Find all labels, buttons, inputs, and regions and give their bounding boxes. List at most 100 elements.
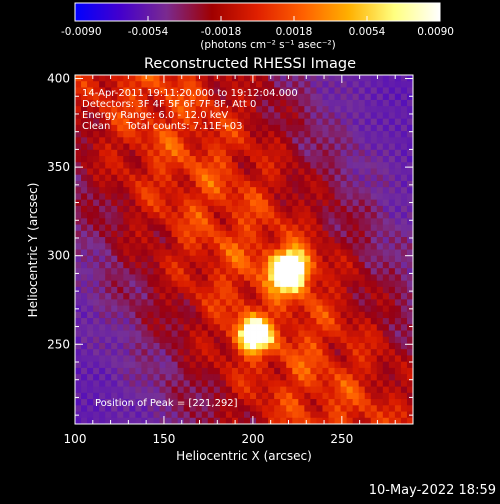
heatmap-cell — [135, 268, 142, 275]
heatmap-cell — [244, 81, 251, 88]
heatmap-cell — [310, 187, 317, 194]
heatmap-cell — [165, 149, 172, 157]
heatmap-cell — [141, 174, 148, 182]
heatmap-cell — [237, 131, 245, 138]
heatmap-cell — [358, 112, 366, 120]
heatmap-cell — [280, 399, 287, 406]
heatmap-cell — [183, 230, 191, 238]
heatmap-cell — [99, 318, 106, 325]
heatmap-cell — [117, 405, 124, 412]
heatmap-cell — [256, 318, 263, 325]
heatmap-cell — [99, 243, 106, 250]
heatmap-cell — [304, 336, 311, 344]
heatmap-cell — [207, 293, 215, 300]
heatmap-cell — [99, 180, 106, 188]
heatmap-cell — [105, 318, 112, 325]
heatmap-cell — [262, 193, 269, 201]
heatmap-cell — [123, 318, 130, 325]
heatmap-cell — [382, 405, 390, 412]
heatmap-cell — [177, 93, 185, 101]
heatmap-cell — [237, 399, 245, 406]
heatmap-cell — [322, 243, 329, 250]
heatmap-cell — [123, 118, 130, 126]
heatmap-cell — [123, 199, 130, 207]
heatmap-cell — [177, 361, 185, 369]
heatmap-cell — [274, 243, 281, 250]
heatmap-cell — [123, 124, 130, 132]
heatmap-cell — [250, 205, 257, 213]
heatmap-cell — [123, 224, 130, 232]
heatmap-cell — [177, 118, 185, 126]
heatmap-cell — [141, 411, 148, 419]
heatmap-cell — [316, 199, 323, 207]
heatmap-cell — [207, 237, 215, 244]
heatmap-cell — [244, 349, 251, 356]
heatmap-cell — [81, 174, 88, 182]
heatmap-cell — [147, 374, 154, 381]
heatmap-cell — [225, 261, 233, 269]
heatmap-cell — [298, 417, 305, 424]
heatmap-cell — [153, 305, 160, 313]
heatmap-cell — [256, 374, 263, 381]
heatmap-cell — [117, 380, 124, 388]
heatmap-cell — [316, 274, 323, 282]
heatmap-cell — [286, 124, 293, 132]
heatmap-cell — [322, 137, 329, 144]
heatmap-cell — [286, 405, 293, 412]
heatmap-cell — [111, 386, 118, 394]
heatmap-cell — [334, 255, 341, 263]
heatmap-cell — [316, 93, 323, 101]
heatmap-cell — [352, 386, 360, 394]
heatmap-cell — [322, 255, 329, 263]
heatmap-cell — [213, 392, 221, 400]
heatmap-cell — [394, 342, 402, 350]
heatmap-cell — [147, 174, 154, 182]
heatmap-cell — [201, 268, 209, 275]
heatmap-cell — [189, 243, 197, 250]
heatmap-cell — [316, 361, 323, 369]
heatmap-cell — [268, 330, 275, 338]
heatmap-cell — [105, 299, 112, 306]
heatmap-cell — [201, 193, 209, 201]
heatmap-cell — [81, 293, 88, 300]
heatmap-cell — [177, 261, 185, 269]
heatmap-cell — [105, 212, 112, 219]
heatmap-cell — [268, 156, 275, 163]
heatmap-cell — [274, 355, 281, 363]
heatmap-cell — [334, 399, 341, 406]
heatmap-cell — [129, 187, 136, 194]
heatmap-cell — [364, 162, 372, 169]
heatmap-cell — [370, 174, 378, 182]
heatmap-cell — [117, 218, 124, 225]
heatmap-cell — [406, 149, 413, 157]
heatmap-cell — [394, 374, 402, 381]
heatmap-cell — [322, 205, 329, 213]
heatmap-cell — [207, 131, 215, 138]
heatmap-cell — [334, 81, 341, 88]
heatmap-cell — [394, 174, 402, 182]
heatmap-cell — [123, 392, 130, 400]
heatmap-cell — [274, 212, 281, 219]
heatmap-cell — [153, 137, 160, 144]
heatmap-cell — [262, 293, 269, 300]
heatmap-cell — [165, 417, 172, 424]
heatmap-cell — [328, 324, 335, 331]
heatmap-cell — [81, 399, 88, 406]
heatmap-cell — [280, 305, 287, 313]
heatmap-cell — [376, 330, 384, 338]
heatmap-cell — [135, 417, 142, 424]
heatmap-cell — [376, 286, 384, 294]
heatmap-cell — [346, 361, 354, 369]
heatmap-cell — [364, 280, 372, 288]
heatmap-cell — [256, 162, 263, 169]
heatmap-cell — [244, 336, 251, 344]
heatmap-cell — [292, 349, 299, 356]
heatmap-cell — [388, 187, 396, 194]
heatmap-cell — [394, 330, 402, 338]
heatmap-cell — [400, 255, 408, 263]
heatmap-cell — [328, 137, 335, 144]
heatmap-cell — [316, 318, 323, 325]
heatmap-cell — [352, 342, 360, 350]
heatmap-cell — [93, 411, 100, 419]
heatmap-cell — [123, 336, 130, 344]
